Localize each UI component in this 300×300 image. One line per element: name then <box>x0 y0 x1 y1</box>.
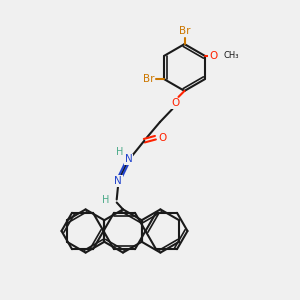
Text: H: H <box>116 147 123 157</box>
Text: Br: Br <box>179 26 190 37</box>
Text: N: N <box>125 154 133 164</box>
Text: O: O <box>209 51 217 61</box>
Text: H: H <box>102 195 109 205</box>
Text: O: O <box>171 98 180 109</box>
Text: O: O <box>159 133 167 143</box>
Text: N: N <box>114 176 122 186</box>
Text: CH₃: CH₃ <box>224 51 239 60</box>
Text: Br: Br <box>143 74 154 84</box>
